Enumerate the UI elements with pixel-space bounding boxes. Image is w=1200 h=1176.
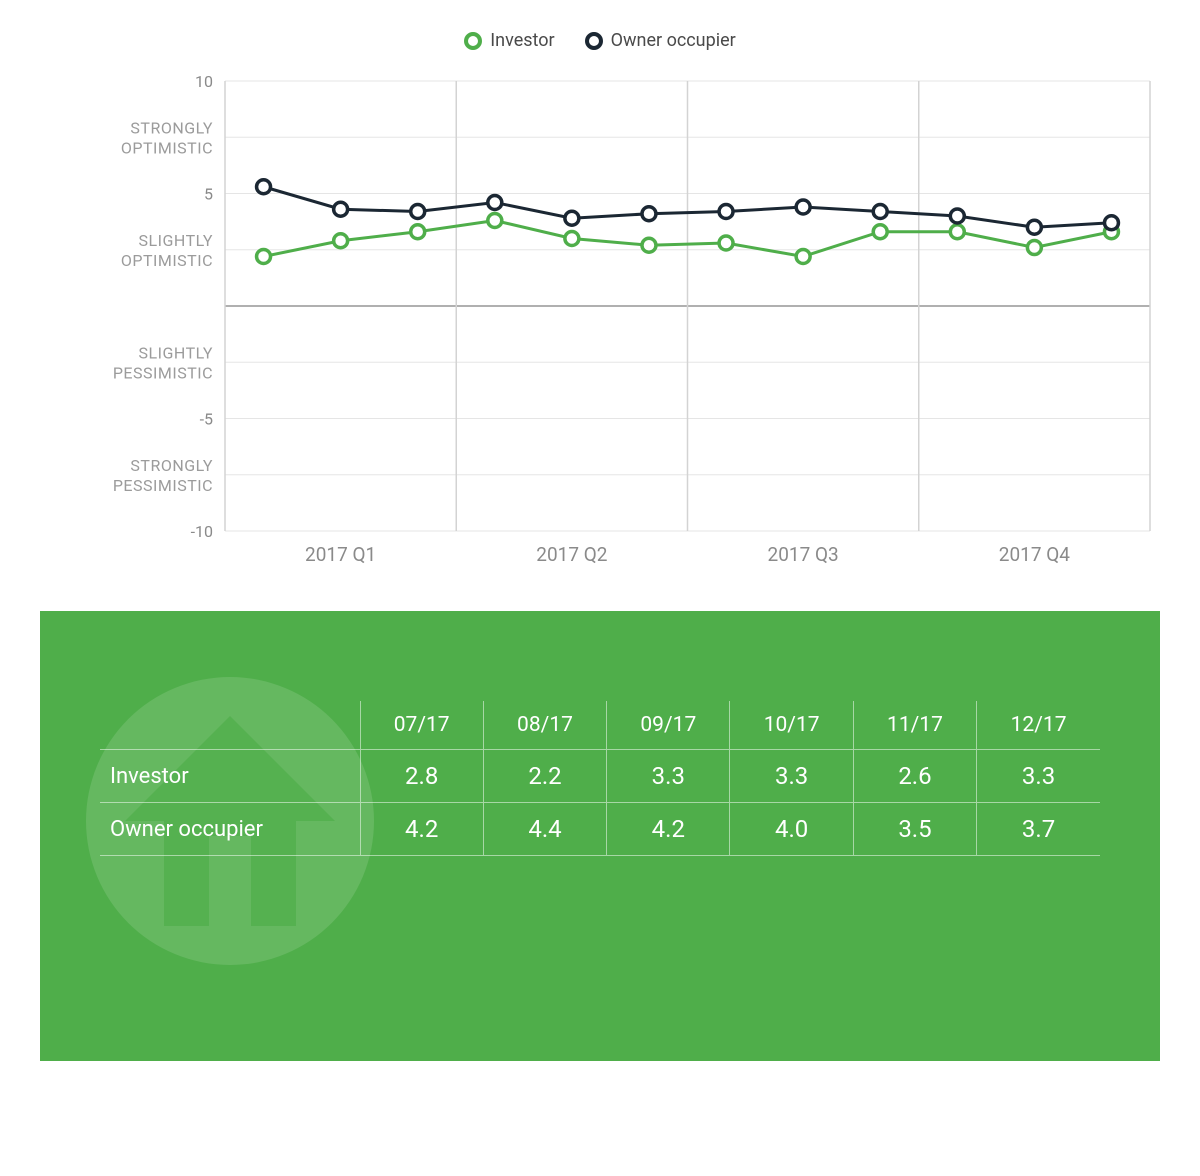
chart-legend: Investor Owner occupier bbox=[40, 30, 1160, 51]
circle-icon bbox=[464, 32, 482, 50]
series-marker bbox=[950, 225, 964, 239]
series-marker bbox=[719, 236, 733, 250]
series-marker bbox=[719, 205, 733, 219]
y-tick-label: 5 bbox=[204, 185, 213, 204]
series-marker bbox=[796, 200, 810, 214]
series-marker bbox=[796, 250, 810, 264]
table-row-label: Investor bbox=[100, 750, 360, 803]
line-chart: 105-5-10STRONGLYOPTIMISTICSLIGHTLYOPTIMI… bbox=[40, 71, 1160, 581]
y-category-label: OPTIMISTIC bbox=[121, 138, 213, 157]
series-marker bbox=[488, 214, 502, 228]
x-tick-label: 2017 Q1 bbox=[305, 543, 376, 566]
y-category-label: SLIGHTLY bbox=[139, 343, 213, 362]
series-marker bbox=[950, 209, 964, 223]
table-cell: 3.5 bbox=[853, 803, 976, 856]
table-header-row: 07/1708/1709/1710/1711/1712/17 bbox=[100, 701, 1100, 750]
series-marker bbox=[334, 234, 348, 248]
series-marker bbox=[873, 225, 887, 239]
series-marker bbox=[642, 207, 656, 221]
table-cell: 2.2 bbox=[483, 750, 606, 803]
table-cell: 3.7 bbox=[977, 803, 1100, 856]
x-tick-label: 2017 Q3 bbox=[768, 543, 839, 566]
table-cell: 2.6 bbox=[853, 750, 976, 803]
table-cell: 2.8 bbox=[360, 750, 483, 803]
y-category-label: STRONGLY bbox=[130, 456, 213, 475]
table-col-header: 07/17 bbox=[360, 701, 483, 750]
table-cell: 3.3 bbox=[977, 750, 1100, 803]
table-col-header: 09/17 bbox=[607, 701, 730, 750]
legend-item-investor: Investor bbox=[464, 30, 554, 51]
y-tick-label: -10 bbox=[191, 522, 213, 541]
series-marker bbox=[411, 225, 425, 239]
table-row-label: Owner occupier bbox=[100, 803, 360, 856]
data-table: 07/1708/1709/1710/1711/1712/17Investor2.… bbox=[100, 701, 1100, 856]
table-row: Owner occupier4.24.44.24.03.53.7 bbox=[100, 803, 1100, 856]
table-cell: 4.2 bbox=[360, 803, 483, 856]
table-corner bbox=[100, 701, 360, 750]
series-marker bbox=[565, 211, 579, 225]
series-marker bbox=[488, 196, 502, 210]
y-tick-label: 10 bbox=[195, 72, 213, 91]
series-marker bbox=[257, 180, 271, 194]
series-marker bbox=[334, 202, 348, 216]
data-panel: 07/1708/1709/1710/1711/1712/17Investor2.… bbox=[40, 611, 1160, 1061]
series-marker bbox=[1027, 241, 1041, 255]
table-cell: 4.4 bbox=[483, 803, 606, 856]
series-marker bbox=[411, 205, 425, 219]
table-row: Investor2.82.23.33.32.63.3 bbox=[100, 750, 1100, 803]
series-marker bbox=[642, 238, 656, 252]
x-tick-label: 2017 Q2 bbox=[536, 543, 607, 566]
series-marker bbox=[1027, 220, 1041, 234]
series-marker bbox=[257, 250, 271, 264]
table-cell: 3.3 bbox=[730, 750, 853, 803]
table-col-header: 10/17 bbox=[730, 701, 853, 750]
table-col-header: 12/17 bbox=[977, 701, 1100, 750]
table-cell: 3.3 bbox=[607, 750, 730, 803]
table-cell: 4.0 bbox=[730, 803, 853, 856]
y-category-label: SLIGHTLY bbox=[139, 231, 213, 250]
series-marker bbox=[565, 232, 579, 246]
series-marker bbox=[1104, 216, 1118, 230]
legend-item-owner: Owner occupier bbox=[585, 30, 736, 51]
table-col-header: 11/17 bbox=[853, 701, 976, 750]
y-category-label: STRONGLY bbox=[130, 118, 213, 137]
y-category-label: PESSIMISTIC bbox=[113, 476, 213, 495]
x-tick-label: 2017 Q4 bbox=[999, 543, 1070, 566]
series-marker bbox=[873, 205, 887, 219]
y-category-label: PESSIMISTIC bbox=[113, 363, 213, 382]
table-col-header: 08/17 bbox=[483, 701, 606, 750]
table-cell: 4.2 bbox=[607, 803, 730, 856]
legend-label: Investor bbox=[490, 30, 554, 51]
y-category-label: OPTIMISTIC bbox=[121, 251, 213, 270]
legend-label: Owner occupier bbox=[611, 30, 736, 51]
circle-icon bbox=[585, 32, 603, 50]
chart-svg: 105-5-10STRONGLYOPTIMISTICSLIGHTLYOPTIMI… bbox=[40, 71, 1160, 581]
y-tick-label: -5 bbox=[200, 410, 213, 429]
